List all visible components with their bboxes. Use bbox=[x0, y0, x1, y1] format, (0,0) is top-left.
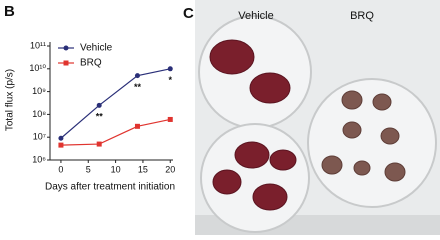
marker bbox=[96, 141, 102, 147]
figure: B Total flux (p/s) Days after treatment … bbox=[4, 0, 440, 235]
marker bbox=[58, 142, 64, 148]
series-line bbox=[60, 118, 171, 146]
dish bbox=[198, 15, 312, 129]
photo-label: BRQ bbox=[350, 10, 374, 22]
y-tick-label: 10⁷ bbox=[33, 132, 46, 142]
tumors bbox=[321, 90, 406, 182]
x-axis-label: Days after treatment initiation bbox=[45, 182, 175, 193]
panel-label: B bbox=[4, 3, 15, 20]
photo-label: Vehicle bbox=[238, 10, 273, 22]
marker bbox=[63, 45, 69, 51]
significance: * bbox=[169, 75, 173, 85]
marker bbox=[96, 102, 102, 108]
marker bbox=[167, 116, 173, 122]
legend-label: BRQ bbox=[80, 58, 102, 69]
marker bbox=[58, 135, 64, 141]
marker bbox=[134, 123, 140, 129]
y-tick-label: 10⁹ bbox=[32, 86, 46, 96]
y-axis-label: Total flux (p/s) bbox=[5, 69, 16, 131]
photo: C Vehicle BRQ bbox=[183, 0, 440, 235]
x-tick-label: 10 bbox=[111, 164, 121, 174]
legend-label: Vehicle bbox=[80, 43, 113, 54]
marker bbox=[134, 73, 140, 79]
series-line bbox=[60, 68, 171, 139]
marker bbox=[167, 66, 173, 72]
panel-label: C bbox=[183, 5, 194, 22]
significance: ** bbox=[96, 112, 104, 122]
tumors bbox=[209, 39, 297, 211]
x-tick-label: 5 bbox=[86, 164, 91, 174]
x-tick-label: 0 bbox=[58, 164, 63, 174]
y-tick-label: 10¹⁰ bbox=[29, 63, 46, 73]
y-tick-label: 10⁸ bbox=[32, 109, 46, 119]
x-tick-label: 15 bbox=[138, 164, 148, 174]
y-tick-label: 10⁶ bbox=[32, 154, 46, 164]
y-tick-label: 10¹¹ bbox=[30, 40, 46, 50]
marker bbox=[63, 60, 69, 66]
x-tick-label: 20 bbox=[165, 164, 175, 174]
significance: ** bbox=[134, 82, 142, 92]
dish bbox=[307, 78, 437, 208]
